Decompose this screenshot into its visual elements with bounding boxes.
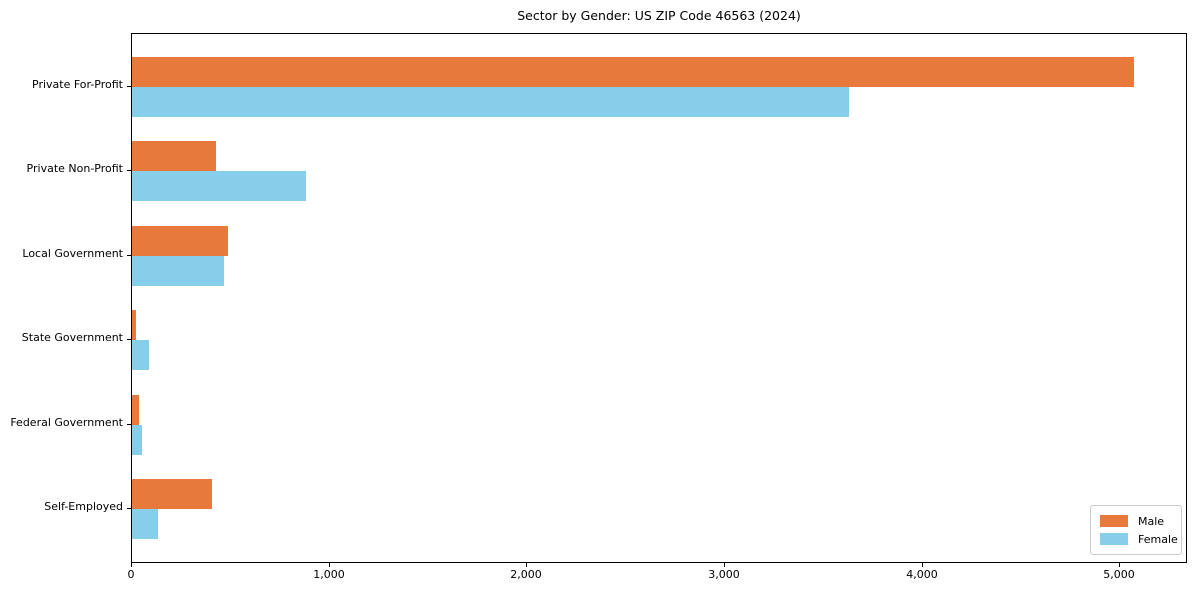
bar-female-self-employed bbox=[132, 509, 158, 539]
xtick-mark-0 bbox=[131, 563, 132, 567]
bar-male-local-government bbox=[132, 226, 228, 256]
ytick-mark-state-government bbox=[127, 339, 131, 341]
ytick-label-state-government: State Government bbox=[21, 331, 123, 345]
ytick-label-federal-government: Federal Government bbox=[10, 415, 123, 429]
legend-label-female: Female bbox=[1138, 532, 1178, 546]
bar-female-private-non-profit bbox=[132, 171, 306, 201]
xtick-mark-4000 bbox=[922, 563, 923, 567]
plot-area bbox=[131, 33, 1187, 563]
ytick-mark-local-government bbox=[127, 254, 131, 256]
ytick-mark-federal-government bbox=[127, 423, 131, 425]
xtick-mark-2000 bbox=[526, 563, 527, 567]
xtick-mark-3000 bbox=[724, 563, 725, 567]
bar-female-state-government bbox=[132, 340, 149, 370]
xtick-mark-5000 bbox=[1119, 563, 1120, 567]
xtick-label-2000: 2,000 bbox=[510, 568, 542, 581]
xtick-label-3000: 3,000 bbox=[708, 568, 740, 581]
bar-male-federal-government bbox=[132, 395, 139, 425]
xtick-label-0: 0 bbox=[127, 568, 135, 581]
ytick-mark-private-non-profit bbox=[127, 170, 131, 172]
ytick-label-private-for-profit: Private For-Profit bbox=[32, 77, 123, 91]
chart-title: Sector by Gender: US ZIP Code 46563 (202… bbox=[517, 8, 801, 23]
bar-female-federal-government bbox=[132, 425, 142, 455]
ytick-label-self-employed: Self-Employed bbox=[44, 500, 123, 514]
xtick-label-4000: 4,000 bbox=[906, 568, 938, 581]
bar-male-self-employed bbox=[132, 479, 212, 509]
ytick-mark-self-employed bbox=[127, 508, 131, 510]
xtick-mark-1000 bbox=[329, 563, 330, 567]
ytick-label-local-government: Local Government bbox=[22, 246, 123, 260]
xtick-label-5000: 5,000 bbox=[1103, 568, 1135, 581]
bar-male-private-for-profit bbox=[132, 57, 1134, 87]
male-series-swatch bbox=[1100, 515, 1128, 527]
ytick-label-private-non-profit: Private Non-Profit bbox=[26, 162, 123, 176]
bar-male-state-government bbox=[132, 310, 136, 340]
legend-item-male: Male bbox=[1100, 515, 1181, 528]
ytick-mark-private-for-profit bbox=[127, 85, 131, 87]
xtick-label-1000: 1,000 bbox=[313, 568, 345, 581]
bar-female-local-government bbox=[132, 256, 224, 286]
legend-item-female: Female bbox=[1100, 533, 1181, 546]
legend: Male Female bbox=[1090, 505, 1182, 555]
bar-female-private-for-profit bbox=[132, 87, 849, 117]
female-series-swatch bbox=[1100, 533, 1128, 545]
legend-label-male: Male bbox=[1138, 514, 1165, 528]
bar-male-private-non-profit bbox=[132, 141, 216, 171]
